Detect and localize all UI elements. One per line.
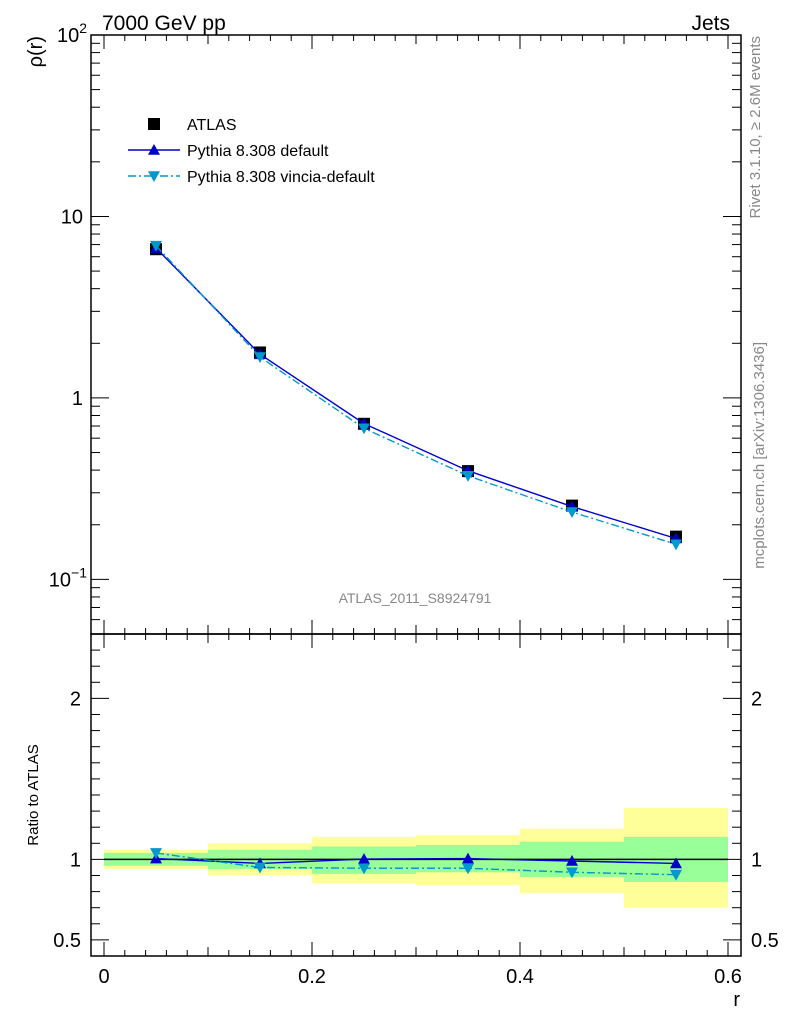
ratio-ytick-label: 0.5: [53, 930, 81, 952]
main-point-pythia-8-308-vincia-default: [670, 539, 682, 551]
main-ytick-label: 102: [57, 20, 87, 47]
ratio-xlabel: r: [733, 989, 740, 1011]
main-ytick-base: 10: [57, 25, 79, 47]
rivet-label: Rivet 3.1.10, ≥ 2.6M events: [747, 36, 764, 219]
ratio-point-pythia-8-308-default: [462, 852, 474, 864]
legend-label: Pythia 8.308 vincia-default: [187, 169, 375, 186]
legend: ATLAS Pythia 8.308 default Pythia 8.308 vi…: [128, 117, 375, 186]
main-point-pythia-8-308-vincia-default: [150, 240, 162, 252]
ratio-point-pythia-8-308-vincia-default: [358, 863, 370, 875]
main-ytick-exp: 2: [79, 20, 87, 36]
ratio-xtick-label: 0.2: [298, 966, 326, 988]
mcplots-label: mcplots.cern.ch [arXiv:1306.3436]: [751, 342, 768, 569]
main-line-pythia-8-308-vincia-default: [155, 245, 677, 545]
header-left: 7000 GeV pp: [102, 12, 226, 35]
ratio-ytick-label-right: 2: [751, 688, 762, 710]
main-ytick-base: 10: [49, 569, 71, 591]
ratio-point-pythia-8-308-vincia-default: [150, 848, 162, 859]
legend-marker: [148, 118, 160, 130]
legend-marker: [148, 171, 160, 182]
main-ytick-label: 10−1: [49, 564, 87, 591]
ratio-xtick-label: 0.4: [506, 966, 534, 988]
analysis-watermark: ATLAS_2011_S8924791: [339, 590, 492, 606]
ratio-ytick-label-right: 0.5: [751, 930, 779, 952]
main-ytick-label: 10: [61, 206, 83, 228]
ratio-point-pythia-8-308-default: [670, 857, 682, 869]
ratio-point-pythia-8-308-vincia-default: [670, 869, 682, 881]
legend-label: Pythia 8.308 default: [187, 143, 329, 160]
ratio-ytick-label: 2: [70, 688, 81, 710]
ratio-point-pythia-8-308-vincia-default: [566, 867, 578, 879]
main-point-pythia-8-308-vincia-default: [566, 507, 578, 519]
main-point-pythia-8-308-vincia-default: [358, 423, 370, 435]
ratio-ylabel: Ratio to ATLAS: [25, 744, 42, 845]
ratio-point-pythia-8-308-vincia-default: [254, 862, 266, 874]
ratio-point-pythia-8-308-default: [358, 853, 370, 864]
ratio-point-pythia-8-308-default: [566, 855, 578, 866]
header-right: Jets: [691, 12, 730, 35]
main-ytick-label: 1: [72, 388, 83, 410]
ratio-line-pythia-8-308-default: [155, 857, 677, 865]
legend-marker: [148, 144, 160, 155]
main-line-pythia-8-308-default: [155, 247, 677, 540]
ratio-ytick-label-right: 1: [751, 849, 762, 871]
ratio-xtick-label: 0: [98, 966, 109, 988]
main-ylabel: ρ(r): [25, 36, 47, 67]
ratio-line-pythia-8-308-vincia-default: [155, 852, 677, 876]
main-point-pythia-8-308-vincia-default: [462, 471, 474, 482]
ratio-point-pythia-8-308-vincia-default: [462, 863, 474, 875]
ratio-ytick-label: 1: [70, 849, 81, 871]
ratio-xtick-label: 0.6: [714, 966, 742, 988]
legend-label: ATLAS: [187, 117, 237, 134]
main-point-pythia-8-308-vincia-default: [254, 352, 266, 364]
main-ytick-exp: −1: [71, 564, 87, 580]
